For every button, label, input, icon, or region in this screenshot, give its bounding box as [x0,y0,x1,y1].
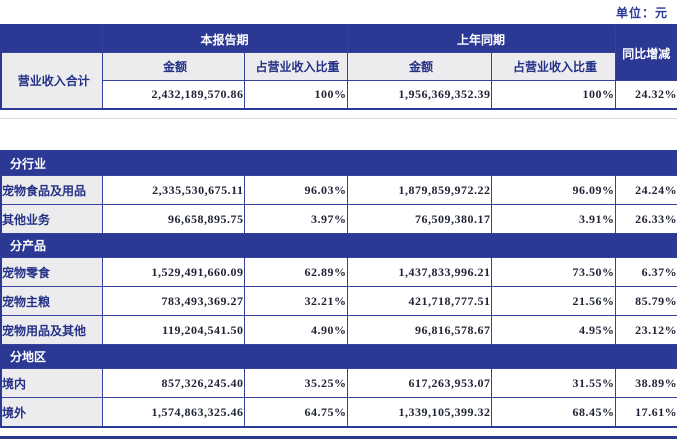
table-row: 境内 857,326,245.40 35.25% 617,263,953.07 … [0,368,677,398]
prior-amount-cell: 1,339,105,399.32 [346,397,492,428]
row-label: 境内 [0,368,103,398]
table-row: 宠物主粮 783,493,369.27 32.21% 421,718,777.5… [0,286,677,316]
row-label: 境外 [0,397,103,428]
current-share-cell: 62.89% [243,257,348,287]
yoy-cell: 24.32% [614,80,677,110]
current-share-cell: 100% [243,80,348,110]
prior-share-cell: 4.95% [490,315,616,345]
page-divider-line [0,118,677,119]
section-band-by-region: 分地区 [0,344,677,369]
row-label: 宠物食品及用品 [0,175,103,205]
current-amount-cell: 96,658,895.75 [101,204,245,234]
section-title: 分地区 [0,344,677,369]
section-title: 分行业 [0,150,677,176]
current-share-cell: 64.75% [243,397,348,428]
prior-amount-cell: 96,816,578.67 [346,315,492,345]
unit-label: 单位：元 [615,6,668,20]
yoy-cell: 17.61% [614,397,677,428]
yoy-cell: 24.24% [614,175,677,205]
current-amount-cell: 119,204,541.50 [101,315,245,345]
yoy-cell: 38.89% [614,368,677,398]
current-amount-cell: 2,432,189,570.86 [101,80,245,110]
current-amount-cell: 1,529,491,660.09 [101,257,245,287]
section-band-by-industry: 分行业 [0,150,677,176]
table-row: 宠物食品及用品 2,335,530,675.11 96.03% 1,879,85… [0,175,677,205]
row-label: 其他业务 [0,204,103,234]
row-label: 宠物零食 [0,257,103,287]
prior-amount-cell: 1,879,859,972.22 [346,175,492,205]
section-band-by-product: 分产品 [0,233,677,258]
yoy-cell: 23.12% [614,315,677,345]
header-current-period: 本报告期 [101,24,348,53]
next-section-band-cutoff [0,436,677,439]
table-row: 宠物用品及其他 119,204,541.50 4.90% 96,816,578.… [0,315,677,345]
current-share-cell: 35.25% [243,368,348,398]
summary-header-row-metrics: 营业收入合计 金额 占营业收入比重 金额 占营业收入比重 [0,52,677,110]
current-share-cell: 3.97% [243,204,348,234]
yoy-cell: 6.37% [614,257,677,287]
summary-header-row-periods: 本报告期 上年同期 同比增减 [0,24,677,81]
prior-amount-cell: 421,718,777.51 [346,286,492,316]
prior-amount-cell: 76,509,380.17 [346,204,492,234]
current-share-cell: 32.21% [243,286,348,316]
current-amount-cell: 2,335,530,675.11 [101,175,245,205]
prior-amount-cell: 617,263,953.07 [346,368,492,398]
prior-share-cell: 100% [490,80,616,110]
header-prior-share: 占营业收入比重 [490,52,616,81]
header-prior-period: 上年同期 [346,24,616,53]
row-label: 宠物主粮 [0,286,103,316]
row-label: 宠物用品及其他 [0,315,103,345]
prior-share-cell: 68.45% [490,397,616,428]
table-row: 其他业务 96,658,895.75 3.97% 76,509,380.17 3… [0,204,677,234]
revenue-breakdown-table: 分行业 宠物食品及用品 2,335,530,675.11 96.03% 1,87… [0,150,677,428]
current-share-cell: 4.90% [243,315,348,345]
summary-data-row: 2,432,189,570.86 100% 1,956,369,352.39 1… [1,80,677,110]
header-current-amount: 金额 [101,52,245,81]
prior-share-cell: 31.55% [490,368,616,398]
summary-row-label: 营业收入合计 [0,52,103,110]
prior-share-cell: 73.50% [490,257,616,287]
table-row: 宠物零食 1,529,491,660.09 62.89% 1,437,833,9… [0,257,677,287]
yoy-cell: 26.33% [614,204,677,234]
revenue-summary-table: 本报告期 上年同期 同比增减 营业收入合计 金额 占营业收入比重 金额 占营业收… [0,24,677,110]
yoy-cell: 85.79% [614,286,677,316]
prior-share-cell: 3.91% [490,204,616,234]
current-amount-cell: 857,326,245.40 [101,368,245,398]
current-amount-cell: 783,493,369.27 [101,286,245,316]
section-title: 分产品 [0,233,677,258]
header-current-share: 占营业收入比重 [243,52,348,81]
prior-amount-cell: 1,437,833,996.21 [346,257,492,287]
current-share-cell: 96.03% [243,175,348,205]
summary-header-empty-cell [0,24,103,53]
prior-share-cell: 21.56% [490,286,616,316]
current-amount-cell: 1,574,863,325.46 [101,397,245,428]
header-yoy-change: 同比增减 [614,24,677,81]
header-prior-amount: 金额 [346,52,492,81]
table-row: 境外 1,574,863,325.46 64.75% 1,339,105,399… [0,397,677,428]
prior-share-cell: 96.09% [490,175,616,205]
prior-amount-cell: 1,956,369,352.39 [346,80,492,110]
